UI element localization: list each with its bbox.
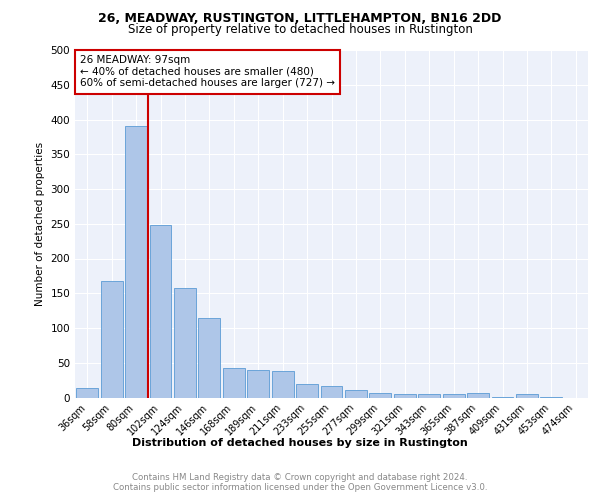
Y-axis label: Number of detached properties: Number of detached properties: [35, 142, 45, 306]
Bar: [296, 384, 318, 398]
Bar: [125, 126, 147, 398]
Bar: [516, 394, 538, 398]
Bar: [223, 368, 245, 398]
Bar: [174, 288, 196, 398]
Bar: [491, 397, 514, 398]
Bar: [149, 225, 172, 398]
Bar: [76, 388, 98, 398]
Bar: [272, 371, 293, 398]
Bar: [345, 390, 367, 398]
Text: Contains HM Land Registry data © Crown copyright and database right 2024.
Contai: Contains HM Land Registry data © Crown c…: [113, 473, 487, 492]
Text: 26 MEADWAY: 97sqm
← 40% of detached houses are smaller (480)
60% of semi-detache: 26 MEADWAY: 97sqm ← 40% of detached hous…: [80, 55, 335, 88]
Bar: [101, 280, 122, 398]
Bar: [443, 394, 464, 398]
Bar: [370, 394, 391, 398]
Bar: [247, 370, 269, 398]
Text: 26, MEADWAY, RUSTINGTON, LITTLEHAMPTON, BN16 2DD: 26, MEADWAY, RUSTINGTON, LITTLEHAMPTON, …: [98, 12, 502, 26]
Bar: [199, 318, 220, 398]
Text: Size of property relative to detached houses in Rustington: Size of property relative to detached ho…: [128, 22, 472, 36]
Bar: [320, 386, 343, 398]
Bar: [467, 394, 489, 398]
Bar: [541, 397, 562, 398]
Bar: [394, 394, 416, 398]
Text: Distribution of detached houses by size in Rustington: Distribution of detached houses by size …: [132, 438, 468, 448]
Bar: [418, 394, 440, 398]
